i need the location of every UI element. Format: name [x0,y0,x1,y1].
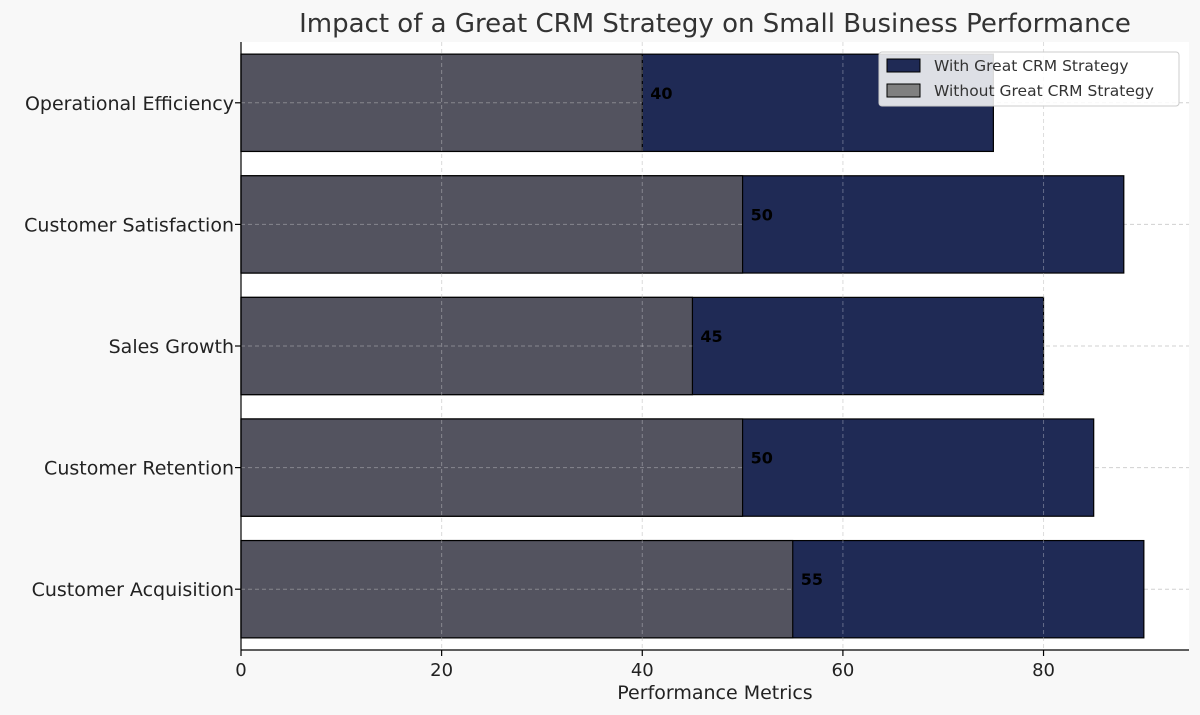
x-tick-label: 0 [235,660,246,681]
bar-without-crm-customer-retention [240,418,744,517]
x-tick-labels: 0 20 40 60 80 [235,650,1055,681]
data-label-customer-acquisition: 55 [801,570,823,589]
data-label-customer-retention: 50 [751,449,773,468]
legend-swatch-without-crm [886,83,921,98]
legend-box [878,51,1180,107]
data-label-sales-growth: 45 [700,327,722,346]
y-tick-label-operational-efficiency: Operational Efficiency [25,93,234,115]
y-tick-labels: Customer Acquisition Customer Retention Sa… [24,93,241,601]
y-tick-label-customer-retention: Customer Retention [44,458,234,480]
bar-without-crm-customer-satisfaction [240,175,744,274]
y-tick-label-customer-satisfaction: Customer Satisfaction [24,214,234,236]
data-label-layer: 55 50 45 50 40 [650,84,823,589]
x-tick-label: 20 [430,660,453,681]
bar-without-crm-customer-acquisition [240,539,794,639]
data-label-operational-efficiency: 40 [650,84,672,103]
legend-swatch-with-crm [886,58,921,73]
x-tick-label: 80 [1032,660,1055,681]
bar-without-crm-sales-growth [240,296,694,396]
bar-without-crm-operational-efficiency [240,53,643,153]
x-tick-label: 40 [631,660,654,681]
y-tick-label-sales-growth: Sales Growth [109,336,234,358]
chart-title: Impact of a Great CRM Strategy on Small … [299,9,1131,39]
legend: With Great CRM Strategy Without Great CR… [878,51,1180,107]
x-tick-label: 60 [831,660,854,681]
legend-label-without-crm: Without Great CRM Strategy [934,82,1154,100]
bar-layer [240,53,1145,639]
x-axis-label: Performance Metrics [617,682,812,704]
legend-label-with-crm: With Great CRM Strategy [934,57,1129,75]
data-label-customer-satisfaction: 50 [751,205,773,224]
y-tick-label-customer-acquisition: Customer Acquisition [32,579,234,601]
